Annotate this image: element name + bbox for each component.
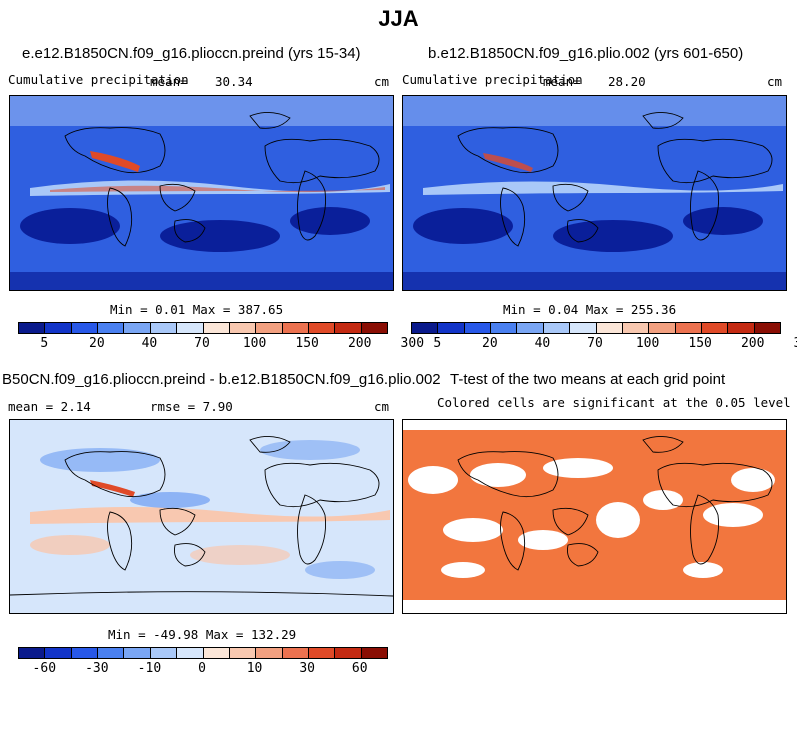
panel1-min-max: Min = 0.01 Max = 387.65 (110, 302, 284, 317)
colorbar-swatch (596, 323, 623, 333)
colorbar-tick-label: 200 (347, 336, 372, 351)
panel3-rmse: rmse = 7.90 (150, 399, 233, 414)
colorbar-swatch (622, 323, 650, 333)
colorbar-swatch (282, 323, 309, 333)
colorbar-swatch (203, 323, 230, 333)
colorbar-swatch (335, 648, 362, 658)
colorbar-swatch (71, 648, 99, 658)
panel1-colorbar-ticks: 5 20 40 70 100 150 200 300 (18, 336, 424, 356)
panel2-colorbar-ticks: 5 20 40 70 100 150 200 300 (411, 336, 797, 356)
colorbar-swatch (491, 323, 518, 333)
panel1-left-label: Cumulative precipitation (8, 72, 189, 87)
colorbar-swatch (464, 323, 492, 333)
colorbar-swatch (124, 323, 151, 333)
colorbar-tick-label: 40 (141, 336, 158, 351)
colorbar-tick-label: 5 (433, 336, 442, 351)
panel2-units: cm (767, 74, 783, 89)
colorbar-tick-label: 60 (351, 661, 368, 676)
colorbar-tick-label: 30 (299, 661, 315, 676)
colorbar-tick-label: 0 (198, 661, 206, 676)
colorbar-swatch (229, 648, 257, 658)
panel2-min-max: Min = 0.04 Max = 255.36 (503, 302, 677, 317)
colorbar-tick-label: 100 (242, 336, 267, 351)
colorbar-tick-label: 20 (89, 336, 105, 351)
colorbar-tick-label: 20 (482, 336, 498, 351)
colorbar-swatch (45, 648, 72, 658)
panel3-colorbar (18, 647, 388, 659)
colorbar-swatch (361, 648, 388, 658)
figure-title: JJA (378, 6, 419, 31)
panel3-units: cm (374, 399, 390, 414)
colorbar-swatch (45, 323, 72, 333)
colorbar-swatch (177, 323, 204, 333)
panel1-map (9, 95, 394, 291)
panel2-colorbar (411, 322, 781, 334)
colorbar-swatch (543, 323, 571, 333)
panel3-min-max: Min = -49.98 Max = 132.29 (108, 627, 297, 642)
colorbar-swatch (256, 323, 283, 333)
panel2-mean-value: 28.20 (608, 74, 646, 89)
panel1-units: cm (374, 74, 390, 89)
colorbar-swatch (649, 323, 676, 333)
colorbar-swatch (124, 648, 151, 658)
colorbar-tick-label: 40 (534, 336, 551, 351)
colorbar-tick-label: -60 (32, 661, 57, 676)
panel3-title: B50CN.f09_g16.plioccn.preind - b.e12.B18… (2, 371, 441, 388)
panel4-subtitle: Colored cells are significant at the 0.0… (437, 395, 791, 410)
panel2-map-svg (403, 96, 786, 290)
colorbar-swatch (203, 648, 230, 658)
colorbar-swatch (754, 323, 781, 333)
panel4-title: T-test of the two means at each grid poi… (450, 371, 726, 388)
colorbar-swatch (150, 323, 178, 333)
colorbar-swatch (308, 648, 336, 658)
colorbar-swatch (19, 323, 46, 333)
panel3-map-svg (10, 420, 393, 613)
panel3-colorbar-ticks: -60 -30 -10 0 10 30 60 (18, 661, 386, 681)
colorbar-swatch (98, 648, 125, 658)
panel1-colorbar (18, 322, 388, 334)
colorbar-tick-label: 150 (688, 336, 712, 351)
colorbar-tick-label: 300 (794, 336, 797, 351)
colorbar-swatch (98, 323, 125, 333)
colorbar-swatch (19, 648, 46, 658)
panel2-title: b.e12.B1850CN.f09_g16.plio.002 (yrs 601-… (428, 45, 744, 62)
colorbar-swatch (701, 323, 729, 333)
colorbar-tick-label: 200 (740, 336, 765, 351)
colorbar-swatch (282, 648, 309, 658)
colorbar-swatch (177, 648, 204, 658)
colorbar-tick-label: 150 (295, 336, 319, 351)
colorbar-swatch (412, 323, 439, 333)
colorbar-swatch (438, 323, 465, 333)
colorbar-swatch (256, 648, 283, 658)
panel2-map (402, 95, 787, 291)
panel1-mean-value: 30.34 (215, 74, 253, 89)
colorbar-tick-label: 5 (40, 336, 49, 351)
colorbar-swatch (728, 323, 755, 333)
colorbar-swatch (335, 323, 362, 333)
panel2-left-label: Cumulative precipitation (402, 72, 583, 87)
colorbar-tick-label: -30 (85, 661, 109, 676)
panel1-mean-label: mean= (150, 74, 188, 89)
panel1-title: e.e12.B1850CN.f09_g16.plioccn.preind (yr… (22, 45, 361, 62)
colorbar-swatch (229, 323, 257, 333)
colorbar-swatch (361, 323, 388, 333)
panel2-mean-label: mean= (543, 74, 581, 89)
colorbar-tick-label: 70 (194, 336, 210, 351)
colorbar-swatch (150, 648, 178, 658)
colorbar-tick-label: 70 (587, 336, 603, 351)
colorbar-tick-label: -10 (137, 661, 162, 676)
panel1-map-svg (10, 96, 393, 290)
colorbar-tick-label: 300 (400, 336, 425, 351)
colorbar-swatch (71, 323, 99, 333)
colorbar-tick-label: 100 (635, 336, 660, 351)
panel3-mean: mean = 2.14 (8, 399, 91, 414)
panel3-map (9, 419, 394, 614)
colorbar-swatch (517, 323, 544, 333)
panel4-map-svg (403, 420, 786, 613)
panel4-map (402, 419, 787, 614)
colorbar-swatch (675, 323, 702, 333)
colorbar-tick-label: 10 (246, 661, 263, 676)
colorbar-swatch (308, 323, 336, 333)
colorbar-swatch (570, 323, 597, 333)
